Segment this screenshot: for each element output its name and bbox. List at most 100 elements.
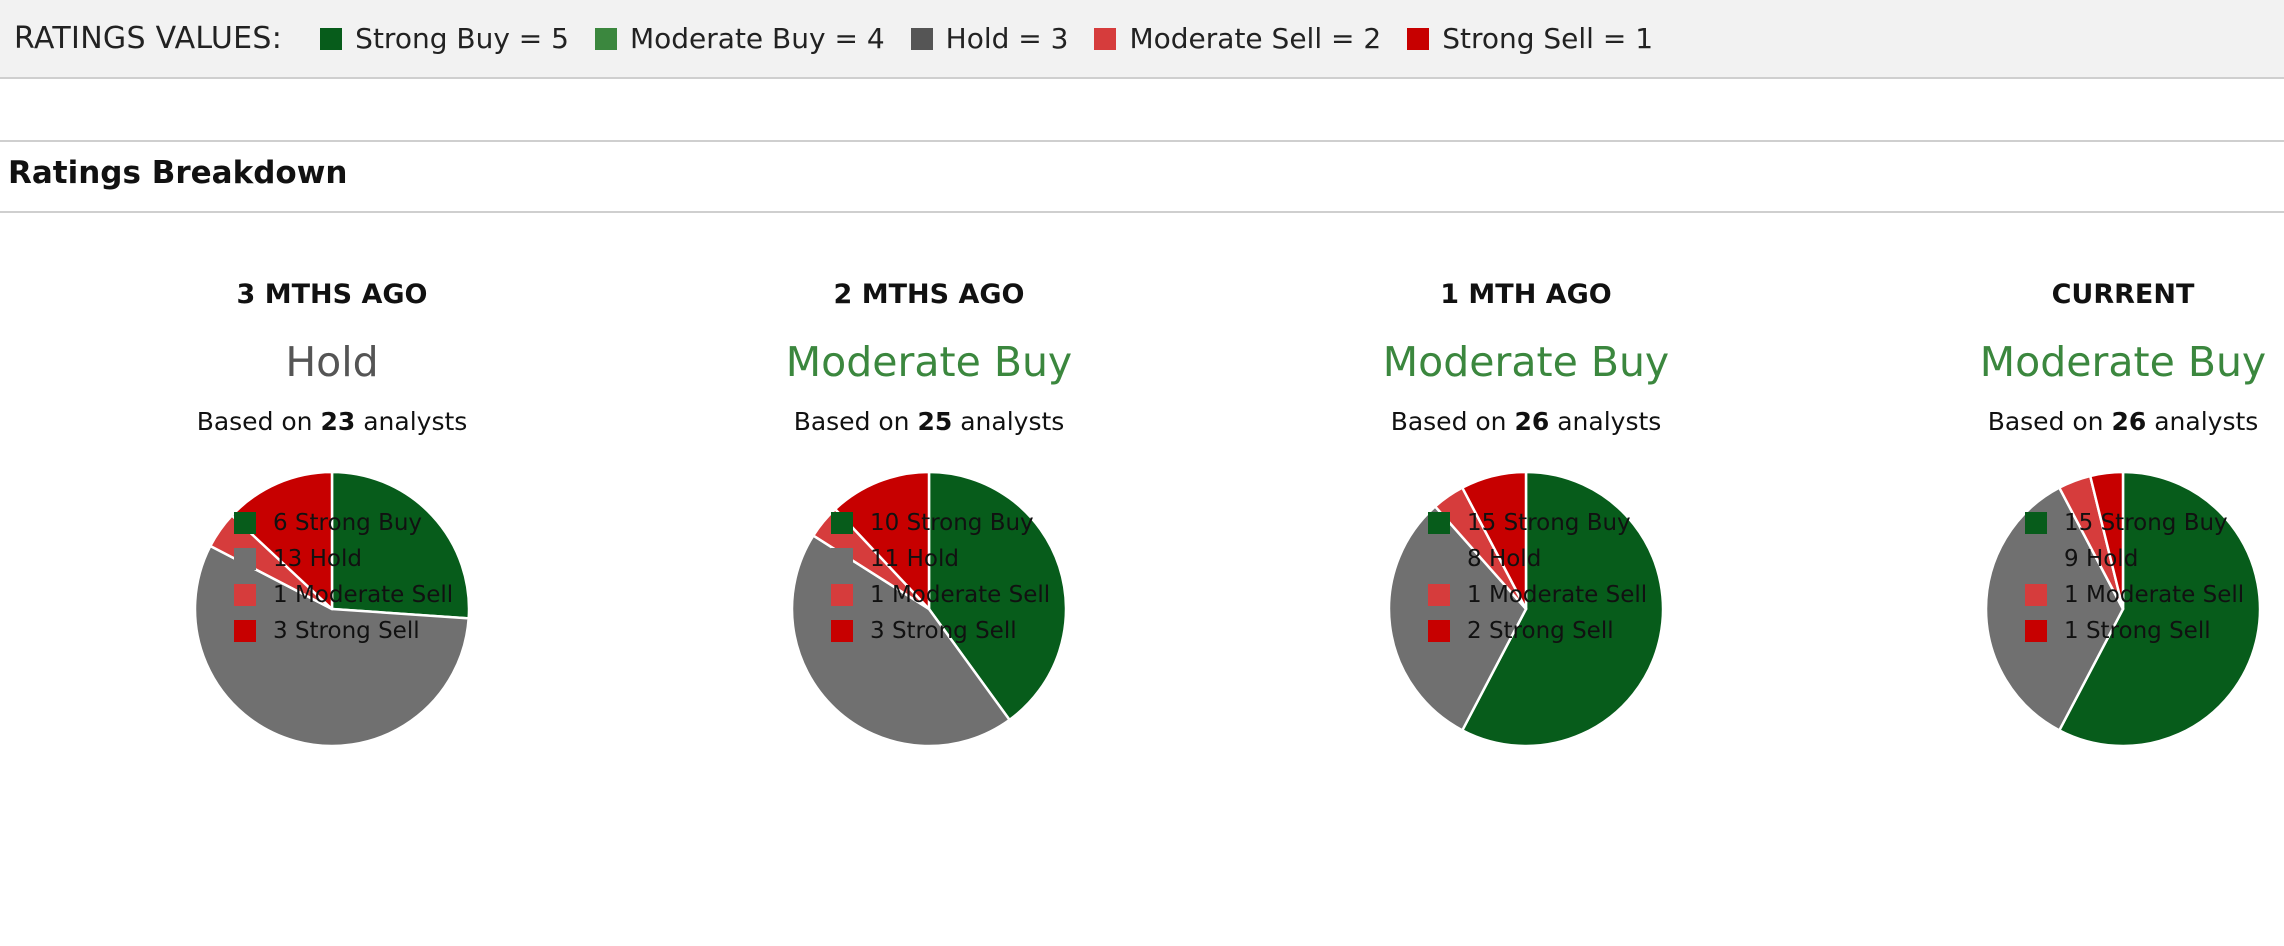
rating-value-hold: Hold = 3 (910, 22, 1068, 55)
analysts-number: 26 (1514, 407, 1550, 436)
legend-item: 6 Strong Buy (234, 505, 453, 541)
analyst-count: Based on 26 analysts (1823, 405, 2284, 439)
moderate-buy-swatch (594, 27, 617, 50)
pie-slice-strong-buy[interactable] (1461, 470, 1665, 748)
legend-swatch (831, 584, 853, 606)
ratings-values-title: RATINGS VALUES: (14, 21, 283, 56)
analysts-number: 23 (320, 407, 356, 436)
hold-swatch (910, 27, 933, 50)
legend-item: 13 Hold (234, 541, 453, 577)
legend-swatch (234, 620, 256, 642)
legend-item: 2 Strong Sell (1428, 613, 1647, 649)
pie-slice-strong-buy[interactable] (330, 470, 471, 620)
pie-legend: 15 Strong Buy 9 Hold 1 Moderate Sell 1 Stro… (2025, 505, 2244, 649)
rating-value-moderate-buy: Moderate Buy = 4 (594, 22, 885, 55)
rating-value-label: Moderate Sell = 2 (1129, 22, 1382, 55)
legend-swatch (234, 548, 256, 570)
legend-label: 11 Hold (870, 546, 959, 572)
divider (0, 211, 2284, 213)
legend-swatch (234, 584, 256, 606)
pie-slice-strong-sell[interactable] (230, 470, 334, 611)
pie-slice-strong-sell[interactable] (833, 470, 931, 611)
legend-item: 1 Strong Sell (2025, 613, 2244, 649)
legend-item: 15 Strong Buy (2025, 505, 2244, 541)
rating-value-label: Strong Buy = 5 (355, 22, 569, 55)
legend-item: 1 Moderate Sell (1428, 577, 1647, 613)
legend-item: 15 Strong Buy (1428, 505, 1647, 541)
legend-swatch (2025, 620, 2047, 642)
analysts-prefix: Based on (793, 407, 910, 436)
analysts-number: 25 (917, 407, 953, 436)
analyst-count: Based on 23 analysts (32, 405, 632, 439)
legend-item: 3 Strong Sell (234, 613, 453, 649)
pie-slice-hold[interactable] (193, 544, 470, 748)
legend-label: 2 Strong Sell (1467, 618, 1614, 644)
rating-value-moderate-sell: Moderate Sell = 2 (1094, 22, 1381, 55)
legend-label: 1 Moderate Sell (273, 582, 454, 608)
analysts-suffix: analysts (2154, 407, 2259, 436)
legend-label: 9 Hold (2064, 546, 2139, 572)
analyst-count: Based on 25 analysts (629, 405, 1229, 439)
legend-swatch (1428, 548, 1450, 570)
analysts-suffix: analysts (960, 407, 1065, 436)
legend-label: 1 Moderate Sell (2064, 582, 2245, 608)
analysts-number: 26 (2111, 407, 2147, 436)
period-label: CURRENT (2051, 279, 2195, 310)
ratings-pie-chart (1984, 470, 2262, 748)
moderate-sell-swatch (1094, 27, 1117, 50)
analysts-prefix: Based on (196, 407, 313, 436)
consensus-rating: Moderate Buy (1979, 338, 2267, 386)
ratings-pie-chart (1387, 470, 1665, 748)
pie-legend: 6 Strong Buy 13 Hold 1 Moderate Sell 3 Stro… (234, 505, 453, 649)
period-3-mths-ago: 3 MTHS AGO Hold Based on 23 analysts (32, 275, 632, 749)
legend-label: 15 Strong Buy (1467, 510, 1631, 536)
ratings-values-bar: RATINGS VALUES: Strong Buy = 5 Moderate … (0, 0, 2284, 79)
legend-item: 10 Strong Buy (831, 505, 1050, 541)
analyst-count: Based on 26 analysts (1226, 405, 1826, 439)
legend-label: 10 Strong Buy (870, 510, 1034, 536)
legend-label: 3 Strong Sell (870, 618, 1017, 644)
pie-legend: 10 Strong Buy 11 Hold 1 Moderate Sell 3 Str… (831, 505, 1050, 649)
ratings-pie-chart (193, 470, 471, 748)
legend-label: 8 Hold (1467, 546, 1542, 572)
pie-slice-hold[interactable] (1387, 505, 1528, 732)
legend-swatch (1428, 584, 1450, 606)
legend-item: 8 Hold (1428, 541, 1647, 577)
pie-slice-strong-sell[interactable] (2088, 470, 2125, 611)
period-current: CURRENT Moderate Buy Based on 26 analyst… (1823, 275, 2284, 749)
legend-swatch (234, 512, 256, 534)
legend-item: 11 Hold (831, 541, 1050, 577)
legend-swatch (831, 620, 853, 642)
period-label: 1 MTH AGO (1440, 279, 1612, 310)
strong-buy-swatch (320, 27, 343, 50)
strong-sell-swatch (1407, 27, 1430, 50)
analysts-prefix: Based on (1390, 407, 1507, 436)
period-label: 3 MTHS AGO (236, 279, 428, 310)
ratings-pie-chart (790, 470, 1068, 748)
legend-swatch (2025, 584, 2047, 606)
legend-label: 15 Strong Buy (2064, 510, 2228, 536)
analysts-suffix: analysts (1557, 407, 1662, 436)
legend-label: 6 Strong Buy (273, 510, 423, 536)
pie-slice-strong-buy[interactable] (2058, 470, 2262, 748)
legend-swatch (831, 548, 853, 570)
pie-slice-hold[interactable] (1984, 486, 2125, 732)
rating-value-label: Moderate Buy = 4 (629, 22, 885, 55)
pie-slice-strong-sell[interactable] (1461, 470, 1528, 611)
analysts-suffix: analysts (363, 407, 468, 436)
consensus-rating: Hold (285, 338, 379, 386)
consensus-rating: Moderate Buy (1382, 338, 1670, 386)
pie-legend: 15 Strong Buy 8 Hold 1 Moderate Sell 2 Stro… (1428, 505, 1647, 649)
rating-value-strong-sell: Strong Sell = 1 (1407, 22, 1653, 55)
legend-swatch (2025, 548, 2047, 570)
legend-label: 13 Hold (273, 546, 362, 572)
period-label: 2 MTHS AGO (833, 279, 1025, 310)
legend-item: 1 Moderate Sell (831, 577, 1050, 613)
pie-slice-strong-buy[interactable] (927, 470, 1068, 722)
section-title: Ratings Breakdown (8, 155, 348, 191)
rating-value-strong-buy: Strong Buy = 5 (320, 22, 569, 55)
legend-swatch (831, 512, 853, 534)
legend-label: 1 Moderate Sell (870, 582, 1051, 608)
legend-item: 3 Strong Sell (831, 613, 1050, 649)
legend-label: 1 Strong Sell (2064, 618, 2211, 644)
